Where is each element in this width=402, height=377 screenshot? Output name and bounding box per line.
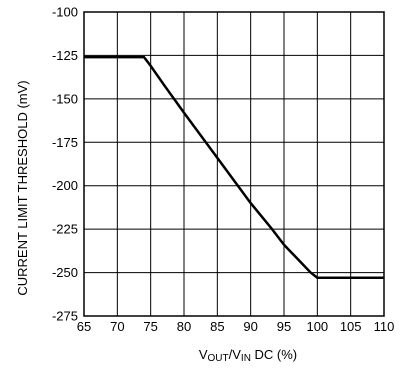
x-tick-label: 105 bbox=[340, 319, 362, 334]
y-tick-label: -175 bbox=[52, 135, 78, 150]
x-tick-label: 95 bbox=[277, 319, 291, 334]
plot-frame bbox=[83, 11, 385, 317]
x-tick-label: 70 bbox=[110, 319, 124, 334]
x-tick-label: 75 bbox=[143, 319, 157, 334]
y-tick-label: -100 bbox=[52, 5, 78, 20]
x-tick-label: 90 bbox=[243, 319, 257, 334]
x-tick-label: 80 bbox=[177, 319, 191, 334]
y-tick-label: -150 bbox=[52, 91, 78, 106]
y-tick-label: -250 bbox=[52, 265, 78, 280]
y-tick-label: -125 bbox=[52, 48, 78, 63]
y-tick-label: -225 bbox=[52, 222, 78, 237]
x-tick-label: 85 bbox=[210, 319, 224, 334]
x-axis-label: VOUT/VIN DC (%) bbox=[199, 347, 297, 364]
y-tick-labels: -100 -125 -150 -175 -200 -225 -250 -275 bbox=[52, 5, 78, 324]
x-tick-label: 100 bbox=[306, 319, 328, 334]
x-tick-label: 110 bbox=[374, 319, 395, 334]
grid-lines bbox=[84, 12, 384, 316]
y-axis-label: CURRENT LIMIT THRESHOLD (mV) bbox=[15, 80, 30, 295]
x-tick-labels: 65 70 75 80 85 90 95 100 105 110 bbox=[77, 319, 395, 334]
y-tick-label: -275 bbox=[52, 309, 78, 324]
x-tick-label: 65 bbox=[77, 319, 91, 334]
series-layer bbox=[84, 55, 384, 280]
y-tick-label: -200 bbox=[52, 178, 78, 193]
series-line bbox=[84, 55, 384, 280]
